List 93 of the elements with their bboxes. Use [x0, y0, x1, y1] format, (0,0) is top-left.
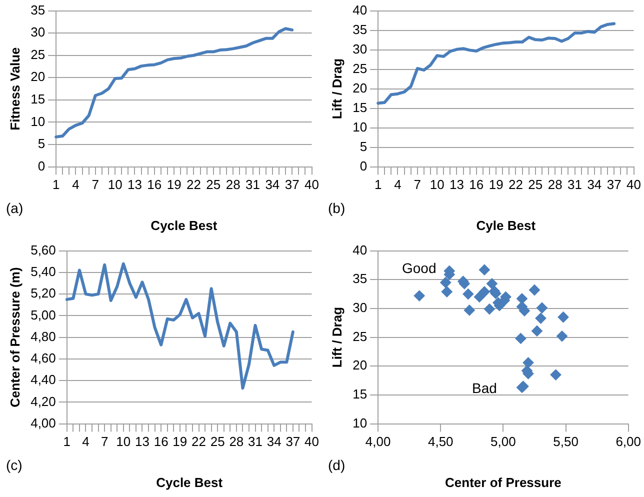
x-tick-label: 19: [488, 177, 504, 192]
x-tick-label: 7: [100, 434, 108, 450]
x-tick-label: 7: [92, 177, 100, 192]
x-tick-label: 10: [430, 177, 444, 192]
y-tick-label: 10: [352, 119, 368, 134]
x-tick-label: 28: [548, 177, 562, 192]
x-tick-label: 22: [186, 177, 201, 192]
x-tick-label: 31: [248, 434, 262, 450]
x-tick-label: 10: [116, 434, 131, 450]
y-tick-label: 10: [30, 114, 46, 129]
x-tick-label: 19: [166, 177, 182, 192]
y-axis-title: Center of Pressure (m): [7, 267, 22, 408]
x-tick-label: 22: [508, 177, 523, 192]
y-tick-label: 20: [352, 80, 368, 96]
y-tick-label: 25: [352, 60, 368, 76]
x-tick-label: 37: [284, 177, 300, 192]
y-tick-label: 40: [352, 242, 368, 258]
x-tick-label: 16: [469, 177, 484, 192]
x-tick-label: 1: [374, 177, 382, 192]
text: (c): [6, 457, 22, 473]
y-tick-label: 5: [38, 136, 46, 152]
y-axis-title: Fitness Value: [7, 47, 22, 130]
y-tick-label: 35: [352, 22, 368, 37]
x-tick-label: 31: [246, 177, 260, 192]
x-tick-label: 25: [210, 434, 225, 450]
x-tick-label: 31: [568, 177, 582, 192]
y-tick-label: 15: [352, 100, 368, 115]
y-tick-label: 5,40: [30, 264, 56, 280]
y-tick-label: 5: [360, 138, 368, 154]
x-tick-label: 19: [172, 434, 188, 450]
y-tick-label: 20: [30, 69, 46, 84]
x-tick-label: 5,50: [553, 434, 578, 450]
y-tick-label: 4,00: [30, 415, 56, 430]
y-tick-label: 5,60: [30, 242, 56, 258]
x-axis-title: Cyle Best: [476, 218, 536, 233]
y-tick-label: 30: [352, 300, 368, 316]
y-axis-title: Lift / Drag: [329, 58, 344, 120]
y-tick-label: 5,00: [30, 307, 56, 322]
y-tick-label: 5,20: [30, 286, 56, 301]
y-tick-label: 15: [352, 386, 368, 402]
x-tick-label: 28: [229, 434, 244, 450]
x-tick-label: 40: [304, 177, 320, 192]
x-tick-label: 4,50: [428, 434, 454, 450]
x-tick-label: 13: [450, 177, 464, 192]
y-tick-label: 15: [30, 92, 46, 107]
y-tick-label: 4,20: [30, 394, 56, 409]
y-tick-label: 30: [352, 41, 368, 56]
x-tick-label: 16: [154, 434, 168, 450]
x-tick-label: 13: [135, 434, 150, 450]
annotation: Bad: [472, 380, 497, 396]
x-tick-label: 28: [226, 177, 240, 192]
x-tick-label: 37: [606, 177, 622, 192]
y-tick-label: 40: [352, 2, 368, 18]
x-tick-label: 7: [414, 177, 422, 192]
annotation: Good: [402, 260, 436, 276]
x-tick-label: 40: [626, 177, 642, 192]
x-tick-label: 4: [82, 434, 90, 450]
y-tick-label: 35: [352, 271, 368, 286]
x-tick-label: 34: [265, 177, 280, 192]
x-tick-label: 5,00: [490, 434, 516, 450]
y-axis-title: Lift / Drag: [329, 306, 344, 368]
y-tick-label: 4,80: [30, 328, 56, 344]
x-axis-title: Center of Pressure: [445, 474, 562, 490]
x-tick-label: 34: [587, 177, 602, 192]
y-tick-label: 30: [30, 24, 46, 40]
y-tick-label: 25: [352, 328, 368, 344]
x-axis-title: Cycle Best: [150, 218, 218, 233]
x-tick-label: 37: [286, 434, 300, 450]
y-tick-label: 25: [30, 46, 46, 62]
y-tick-label: 4,60: [30, 350, 56, 366]
x-tick-label: 25: [528, 177, 543, 192]
x-tick-label: 4: [394, 177, 402, 192]
x-tick-label: 16: [147, 177, 162, 192]
text: (d): [328, 457, 346, 473]
x-tick-label: 4: [72, 177, 80, 192]
y-tick-label: 0: [360, 158, 368, 174]
x-axis-title: Cycle Best: [156, 474, 224, 490]
x-tick-label: 1: [63, 434, 71, 450]
x-tick-label: 1: [52, 177, 60, 192]
y-tick-label: 10: [352, 415, 368, 430]
x-tick-label: 34: [266, 434, 282, 450]
x-tick-label: 40: [304, 434, 320, 450]
y-tick-label: 35: [30, 2, 46, 18]
text: (b): [328, 200, 346, 216]
x-tick-label: 22: [192, 434, 206, 450]
y-tick-label: 4,40: [30, 372, 56, 388]
y-tick-label: 20: [352, 358, 368, 373]
x-tick-label: 10: [108, 177, 122, 192]
text: (a): [6, 200, 24, 216]
x-tick-label: 6,00: [616, 434, 642, 450]
y-tick-label: 0: [38, 158, 46, 174]
x-tick-label: 13: [128, 177, 142, 192]
x-tick-label: 25: [206, 177, 221, 192]
